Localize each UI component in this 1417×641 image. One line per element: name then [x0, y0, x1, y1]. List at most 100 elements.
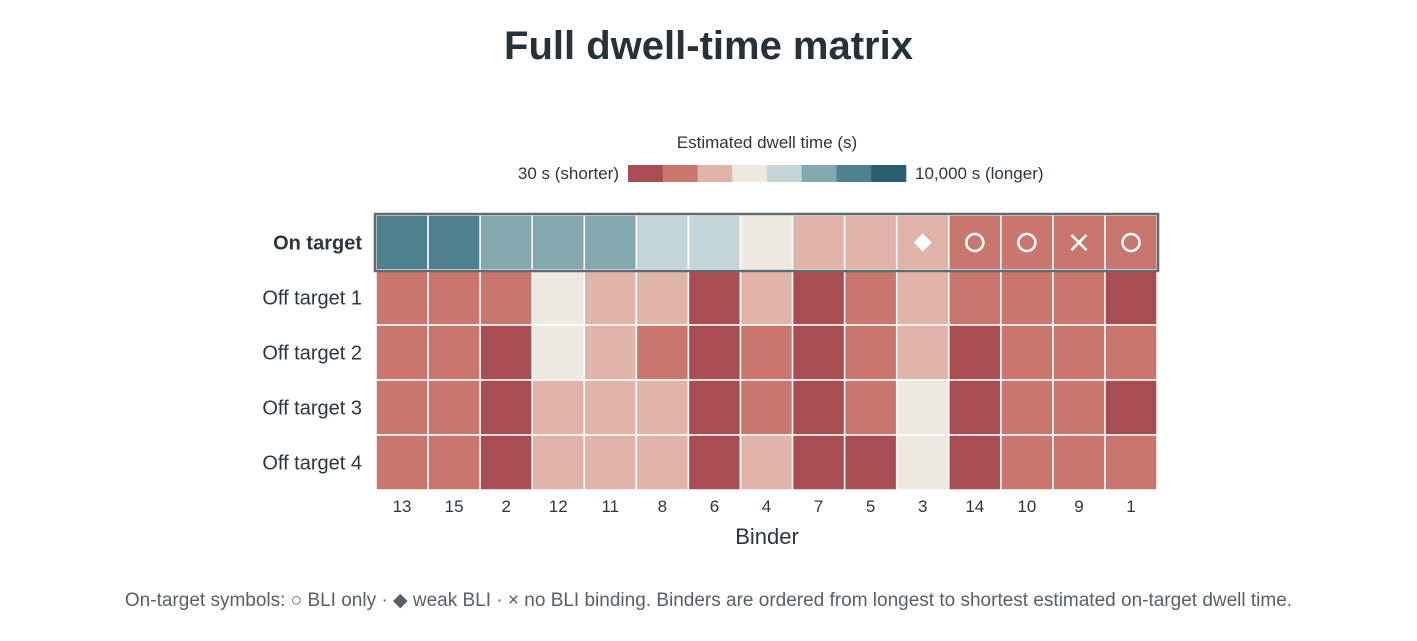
column-tick-label: 15 — [445, 497, 464, 516]
heatmap-cell — [427, 324, 481, 381]
heatmap-cell — [375, 324, 429, 381]
heatmap-cell — [895, 434, 950, 491]
heatmap-cell — [531, 214, 586, 271]
heatmap-cell — [635, 324, 690, 381]
heatmap-cell — [427, 379, 481, 436]
heatmap-cells — [375, 214, 1158, 491]
heatmap-cell — [531, 379, 586, 436]
colorbar-swatch — [628, 165, 664, 182]
column-tick-label: 11 — [601, 497, 619, 516]
heatmap-cell — [375, 379, 429, 436]
colorbar-low-label: 30 s (shorter) — [518, 164, 619, 183]
heatmap-cell — [531, 269, 586, 326]
heatmap-cell — [1000, 214, 1054, 271]
colorbar-swatch — [732, 165, 768, 182]
heatmap-cell — [739, 269, 794, 326]
heatmap-cell — [635, 269, 690, 326]
colorbar-legend: Estimated dwell time (s) 30 s (shorter) … — [518, 133, 1044, 183]
column-tick-label: 5 — [866, 497, 875, 516]
heatmap-cell — [479, 269, 533, 326]
bli-only-symbol — [1017, 232, 1037, 253]
heatmap-cell — [948, 324, 1002, 381]
heatmap-cell — [583, 434, 638, 491]
heatmap-cell — [479, 324, 533, 381]
column-tick-label: 3 — [918, 497, 927, 516]
colorbar-title: Estimated dwell time (s) — [677, 133, 857, 152]
heatmap-cell — [1000, 269, 1054, 326]
row-labels: On target Off target 1 Off target 2 Off tar… — [262, 233, 362, 475]
on-target-symbols — [913, 232, 1141, 253]
heatmap-cell — [948, 379, 1002, 436]
heatmap-cell — [687, 379, 742, 436]
colorbar-swatches — [628, 165, 907, 182]
heatmap-cell — [375, 214, 429, 271]
heatmap-cell — [583, 269, 638, 326]
heatmap-cell — [635, 379, 690, 436]
heatmap-cell — [1104, 434, 1158, 491]
heatmap-cell — [687, 269, 742, 326]
heatmap-cell — [531, 434, 586, 491]
heatmap-cell — [479, 214, 533, 271]
row-label: On target — [273, 233, 362, 255]
bli-only-symbol — [965, 232, 985, 253]
heatmap-cell — [1104, 324, 1158, 381]
heatmap-cell — [739, 434, 794, 491]
heatmap-cell — [843, 214, 898, 271]
heatmap-cell — [1000, 434, 1054, 491]
column-tick-label: 2 — [501, 497, 510, 516]
heatmap-cell — [1104, 214, 1158, 271]
heatmap-cell — [427, 269, 481, 326]
bli-only-symbol — [1121, 232, 1141, 253]
heatmap-cell — [427, 214, 481, 271]
on-target-highlight-box — [373, 212, 1160, 273]
heatmap-cell — [843, 379, 898, 436]
no-bli-binding-symbol — [1070, 234, 1088, 251]
heatmap-cell — [479, 434, 533, 491]
heatmap-cell — [843, 324, 898, 381]
heatmap-cell — [791, 324, 846, 381]
heatmap-cell — [635, 434, 690, 491]
heatmap-cell — [1104, 379, 1158, 436]
heatmap-cell — [1000, 379, 1054, 436]
heatmap-chart: Estimated dwell time (s) 30 s (shorter) … — [262, 133, 1160, 549]
heatmap-cell — [687, 214, 742, 271]
heatmap-cell — [1000, 324, 1054, 381]
heatmap-cell — [427, 434, 481, 491]
row-label: Off target 1 — [262, 288, 362, 310]
row-label: Off target 4 — [262, 453, 362, 475]
heatmap-cell — [583, 379, 638, 436]
heatmap-cell — [583, 214, 638, 271]
column-tick-label: 6 — [710, 497, 719, 516]
column-tick-labels: 13 15 2 12 11 8 6 4 7 5 3 14 10 9 1 — [393, 497, 1136, 516]
footnote: On-target symbols: ○ BLI only · ◆ weak B… — [124, 590, 1293, 611]
heatmap-cell — [791, 434, 846, 491]
colorbar-swatch — [662, 165, 698, 182]
column-tick-label: 12 — [549, 497, 568, 516]
heatmap-cell — [948, 434, 1002, 491]
column-tick-label: 10 — [1017, 497, 1036, 516]
heatmap-cell — [739, 324, 794, 381]
colorbar-high-label: 10,000 s (longer) — [915, 164, 1044, 183]
colorbar-swatch — [836, 165, 872, 182]
heatmap-cell — [375, 434, 429, 491]
heatmap-cell — [479, 379, 533, 436]
heatmap-cell — [1104, 269, 1158, 326]
column-tick-label: 9 — [1074, 497, 1083, 516]
heatmap-cell — [948, 269, 1002, 326]
heatmap-cell — [843, 434, 898, 491]
heatmap-cell — [843, 269, 898, 326]
colorbar-swatch — [767, 165, 803, 182]
x-axis-label: Binder — [735, 524, 799, 549]
heatmap-cell — [895, 324, 950, 381]
heatmap-cell — [531, 324, 586, 381]
colorbar-swatch — [801, 165, 837, 182]
colorbar-swatch — [697, 165, 733, 182]
heatmap-cell — [948, 214, 1002, 271]
heatmap-cell — [1052, 379, 1106, 436]
heatmap-cell — [1052, 434, 1106, 491]
weak-bli-symbol — [913, 233, 932, 252]
heatmap-cell — [895, 269, 950, 326]
heatmap-cell — [583, 324, 638, 381]
heatmap-cell — [687, 434, 742, 491]
heatmap-cell — [375, 269, 429, 326]
